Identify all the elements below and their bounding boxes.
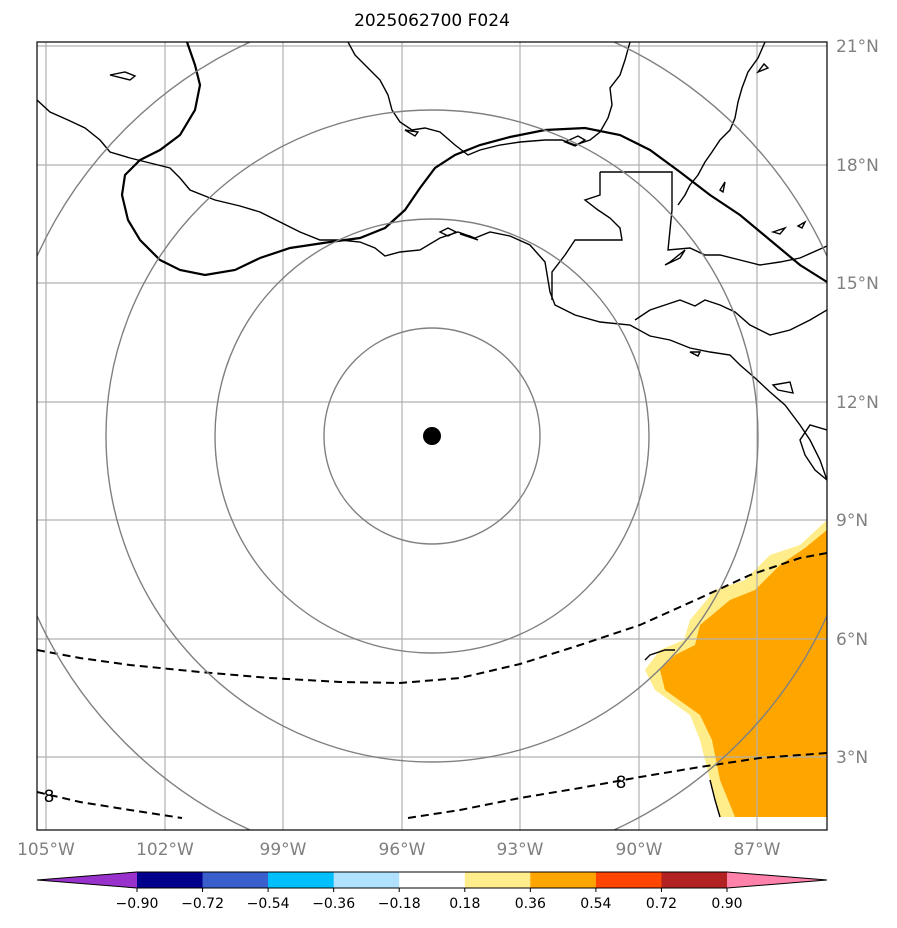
colorbar-segment bbox=[202, 872, 269, 888]
lon-label: 99°W bbox=[260, 840, 307, 860]
longitude-labels: 105°W 102°W 99°W 96°W 93°W 90°W 87°W bbox=[17, 840, 781, 860]
range-rings bbox=[37, 42, 827, 830]
contour-label: 8 bbox=[616, 773, 627, 793]
lon-label: 102°W bbox=[136, 840, 194, 860]
colorbar-tick-label: −0.18 bbox=[378, 896, 421, 912]
colorbar-tick-label: −0.36 bbox=[312, 896, 355, 912]
colorbar-extend-low bbox=[37, 872, 137, 888]
colorbar-tick-label: 0.18 bbox=[449, 896, 480, 912]
contour-label: 8 bbox=[44, 787, 55, 807]
lat-label: 12°N bbox=[836, 393, 879, 413]
map-area: 8 8 bbox=[37, 42, 827, 830]
colorbar-segment bbox=[530, 872, 597, 888]
storm-center-marker bbox=[423, 427, 441, 445]
colorbar-tick-label: −0.72 bbox=[181, 896, 224, 912]
lon-label: 105°W bbox=[17, 840, 75, 860]
colorbar-extend-high bbox=[727, 872, 827, 888]
colorbar-tick-label: 0.72 bbox=[646, 896, 677, 912]
lat-label: 6°N bbox=[836, 630, 868, 650]
lon-label: 96°W bbox=[379, 840, 426, 860]
colorbar-segment bbox=[661, 872, 728, 888]
lat-label: 15°N bbox=[836, 274, 879, 294]
colorbar-tick-label: −0.54 bbox=[247, 896, 290, 912]
latitude-labels: 21°N 18°N 15°N 12°N 9°N 6°N 3°N bbox=[836, 37, 879, 768]
colorbar-segment bbox=[137, 872, 204, 888]
lon-label: 87°W bbox=[734, 840, 781, 860]
map-frame bbox=[36, 41, 828, 831]
dashed-contours bbox=[37, 552, 827, 819]
map-title: 2025062700 F024 bbox=[354, 11, 510, 31]
colorbar-segment bbox=[333, 872, 400, 888]
coastlines bbox=[37, 42, 827, 818]
lon-label: 90°W bbox=[616, 840, 663, 860]
solid-contour bbox=[120, 42, 827, 283]
colorbar-segment bbox=[268, 872, 335, 888]
lon-label: 93°W bbox=[497, 840, 544, 860]
colorbar-tick-label: 0.36 bbox=[515, 896, 546, 912]
colorbar-segment bbox=[595, 872, 662, 888]
colorbar-tick-label: 0.90 bbox=[711, 896, 742, 912]
colorbar-tick-label: 0.54 bbox=[580, 896, 611, 912]
colorbar-tick-label: −0.90 bbox=[116, 896, 159, 912]
lat-label: 3°N bbox=[836, 748, 868, 768]
lat-label: 18°N bbox=[836, 156, 879, 176]
colorbar bbox=[36, 871, 828, 889]
shaded-field-mid bbox=[660, 530, 827, 817]
colorbar-ticks: −0.90 −0.72 −0.54 −0.36 −0.18 0.18 0.36 0.54 0.7… bbox=[116, 888, 743, 912]
lat-label: 21°N bbox=[836, 37, 879, 57]
lat-label: 9°N bbox=[836, 511, 868, 531]
colorbar-segment bbox=[464, 872, 531, 888]
colorbar-segment bbox=[399, 872, 466, 888]
gridlines bbox=[37, 42, 827, 830]
